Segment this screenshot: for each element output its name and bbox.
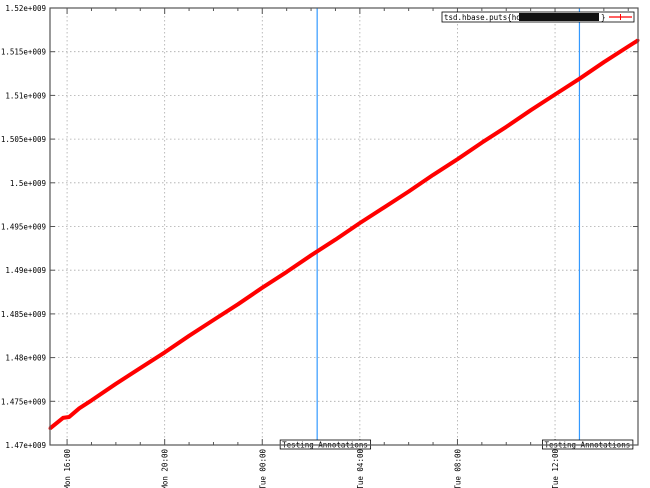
data-point	[553, 93, 557, 97]
data-point	[77, 406, 81, 410]
x-tick-label: Mon 20:00	[161, 449, 170, 488]
data-point	[333, 238, 337, 242]
data-point	[577, 77, 581, 81]
series	[48, 38, 640, 430]
legend: tsd.hbase.puts{host= }	[441, 11, 635, 23]
data-point	[626, 44, 630, 48]
data-point	[211, 318, 215, 322]
legend-label: tsd.hbase.puts{host=	[444, 13, 535, 22]
data-point	[455, 157, 459, 161]
data-point	[407, 190, 411, 194]
data-point	[260, 286, 264, 290]
data-point	[187, 334, 191, 338]
data-point	[138, 366, 142, 370]
y-tick-label: 1.49e+009	[5, 266, 46, 275]
data-point	[236, 302, 240, 306]
y-axis: 1.47e+009 1.475e+009 1.48e+009 1.485e+009 1.…	[1, 4, 638, 450]
x-axis: Mon 16:00 Mon 20:00 Tue 00:00 Tue 04:00 Tue …	[63, 8, 629, 488]
x-tick-label: Tue 04:00	[356, 449, 365, 488]
x-tick-label: Mon 16:00	[63, 449, 72, 488]
data-point	[61, 416, 65, 420]
redacted-host	[519, 13, 599, 21]
y-tick-label: 1.5e+009	[10, 179, 46, 188]
data-point	[529, 108, 533, 112]
legend-label-suffix: }	[601, 13, 606, 22]
y-tick-label: 1.515e+009	[1, 48, 46, 57]
annotations: Testing Annotations Testing Annotations	[279, 8, 634, 450]
data-point	[431, 173, 435, 177]
data-point	[114, 382, 118, 386]
data-point	[89, 398, 93, 402]
data-point	[358, 221, 362, 225]
plot-frame	[49, 7, 639, 446]
data-point	[67, 415, 71, 419]
data-point	[504, 125, 508, 129]
y-tick-label: 1.485e+009	[1, 310, 46, 319]
data-point	[602, 60, 606, 64]
x-tick-label: Tue 00:00	[258, 449, 267, 488]
y-tick-label: 1.495e+009	[1, 223, 46, 232]
y-tick-label: 1.52e+009	[5, 4, 46, 13]
data-point	[309, 253, 313, 257]
y-tick-label: 1.475e+009	[1, 397, 46, 406]
x-tick-label: Tue 08:00	[453, 449, 462, 488]
data-point	[480, 141, 484, 145]
data-point	[382, 205, 386, 209]
x-tick-label: Tue 12:00	[551, 449, 560, 488]
y-tick-label: 1.51e+009	[5, 91, 46, 100]
y-tick-label: 1.48e+009	[5, 354, 46, 363]
series-line	[48, 38, 640, 430]
y-tick-label: 1.47e+009	[5, 441, 46, 450]
grid	[50, 8, 638, 445]
data-point	[285, 270, 289, 274]
y-tick-label: 1.505e+009	[1, 135, 46, 144]
data-point	[163, 350, 167, 354]
